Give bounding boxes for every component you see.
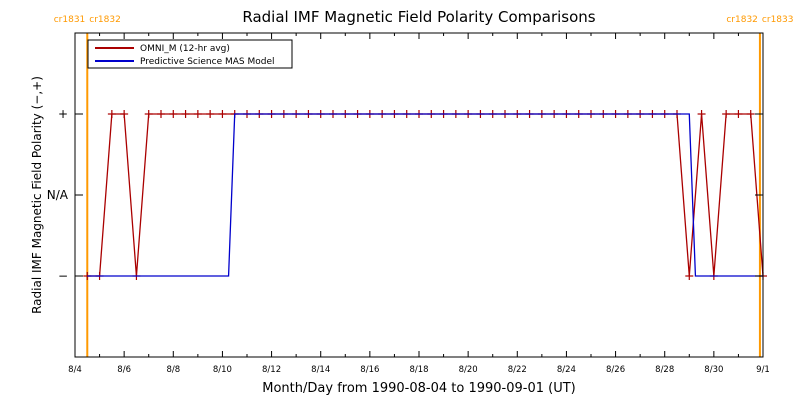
series-line-mas xyxy=(87,113,763,277)
data-point-marker xyxy=(157,110,165,118)
chart-title: Radial IMF Magnetic Field Polarity Compa… xyxy=(242,8,595,26)
x-tick-label: 9/1 xyxy=(756,365,770,375)
legend-box xyxy=(87,39,293,69)
x-tick-label: 8/22 xyxy=(508,365,527,375)
x-tick-label: 8/6 xyxy=(117,365,131,375)
x-axis-ticks: 8/4 8/6 8/8 8/10 8/12 8/14 8/16 8/18 8/20 8/22 8/2… xyxy=(68,33,770,375)
plot-frame xyxy=(74,32,764,358)
data-point-marker xyxy=(697,110,706,118)
legend: OMNI_M (12-hr avg) Predictive Science MA… xyxy=(87,39,293,69)
x-tick-label: 8/12 xyxy=(262,365,281,375)
data-point-marker xyxy=(206,110,215,118)
x-tick-label: 8/24 xyxy=(557,365,576,375)
data-point-marker xyxy=(218,110,227,118)
rotation-label-right: cr1833 xyxy=(762,15,794,25)
x-tick-label: 8/28 xyxy=(655,365,674,375)
data-point-marker xyxy=(734,110,743,118)
data-point-marker xyxy=(120,110,129,118)
data-point-marker xyxy=(144,110,153,118)
x-axis-label: Month/Day from 1990-08-04 to 1990-09-01 … xyxy=(262,381,575,396)
rotation-label-left: cr1832 xyxy=(726,15,758,25)
y-tick-label: − xyxy=(58,269,68,283)
data-point-marker xyxy=(181,110,190,118)
data-point-marker xyxy=(722,110,731,118)
data-point-marker xyxy=(107,110,116,118)
data-point-marker xyxy=(685,272,694,280)
series-lines xyxy=(83,110,767,280)
x-tick-label: 8/4 xyxy=(68,365,82,375)
rotation-label-right: cr1832 xyxy=(89,15,121,25)
legend-label-mas: Predictive Science MAS Model xyxy=(140,57,275,67)
series-line-omni xyxy=(87,113,764,277)
data-point-marker xyxy=(169,110,178,118)
x-tick-label: 8/20 xyxy=(459,365,478,375)
x-tick-label: 8/30 xyxy=(704,365,723,375)
rotation-label-left: cr1831 xyxy=(54,15,86,25)
data-point-marker xyxy=(746,110,755,118)
x-tick-label: 8/18 xyxy=(409,365,428,375)
y-axis-label: Radial IMF Magnetic Field Polarity (−,+) xyxy=(30,76,44,314)
y-axis-ticks: + N/A − xyxy=(47,107,763,283)
x-tick-label: 8/16 xyxy=(360,365,379,375)
x-tick-label: 8/14 xyxy=(311,365,330,375)
x-tick-label: 8/8 xyxy=(166,365,180,375)
data-point-marker xyxy=(193,110,202,118)
x-tick-label: 8/10 xyxy=(213,365,232,375)
legend-label-omni: OMNI_M (12-hr avg) xyxy=(140,44,230,54)
x-tick-label: 8/26 xyxy=(606,365,625,375)
y-tick-label: N/A xyxy=(47,188,69,202)
axes xyxy=(74,32,764,358)
y-tick-label: + xyxy=(58,107,68,121)
